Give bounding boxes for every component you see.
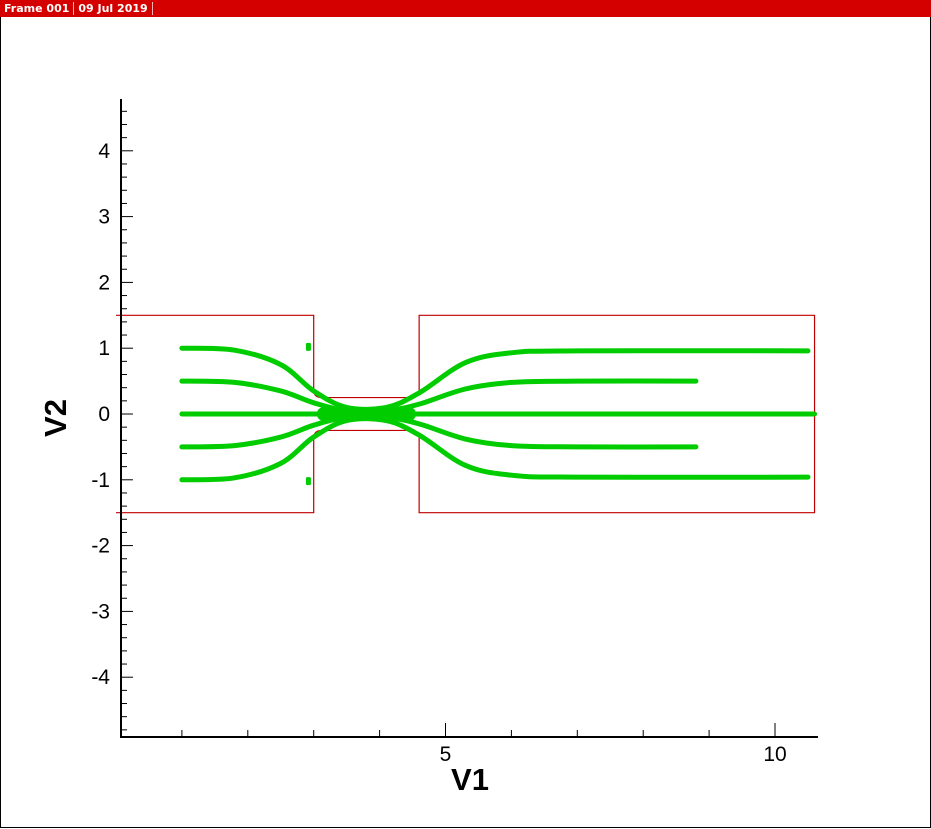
y-axis-title: V2 [38,399,73,437]
streamlines [179,342,818,486]
y-tick-label: -1 [91,469,110,492]
x-tick-label: 5 [440,743,452,766]
streamline-1 [179,345,811,412]
channel-flow-core [316,407,416,421]
axes: -4 -3 -2 -1 0 1 2 3 4 5 10 [91,99,818,766]
frame-header: Frame 001 09 Jul 2019 [0,0,931,17]
y-tick-label: 0 [98,403,110,426]
frame-label: Frame 001 [0,2,75,15]
x-tick-label: 10 [763,743,786,766]
x-axis-title: V1 [451,762,489,797]
y-tick-label: 2 [98,271,110,294]
y-tick-label: -4 [91,666,110,689]
streamline-2 [179,378,699,415]
y-tick-label: -2 [91,535,110,558]
y-tick-label: 3 [98,206,110,229]
stray-point-2 [305,477,311,486]
y-tick-label: -3 [91,600,110,623]
streamline-5 [179,416,811,483]
stray-point-1 [305,342,311,351]
y-tick-label: 1 [98,337,110,360]
y-tick-label: 4 [98,140,110,163]
streamline-4 [179,413,699,450]
date-label: 09 Jul 2019 [74,2,153,15]
